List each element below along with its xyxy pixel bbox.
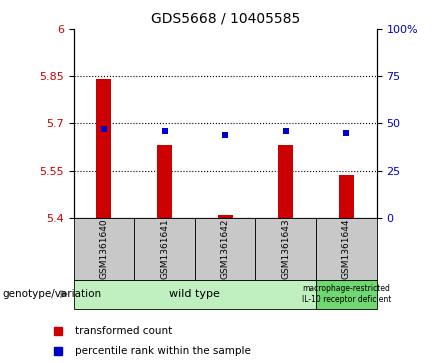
Text: GSM1361640: GSM1361640 [100, 218, 108, 279]
Bar [195, 218, 255, 280]
Text: GSM1361644: GSM1361644 [342, 219, 351, 279]
Text: wild type: wild type [169, 289, 220, 299]
Bar [316, 280, 377, 309]
Bar [316, 218, 377, 280]
Text: transformed count: transformed count [74, 326, 172, 336]
Text: GSM1361641: GSM1361641 [160, 218, 169, 279]
Text: GSM1361642: GSM1361642 [221, 219, 229, 279]
Bar [255, 218, 316, 280]
Bar [278, 146, 293, 218]
Bar [339, 175, 354, 218]
Bar [96, 79, 111, 218]
Bar [217, 215, 233, 218]
Bar [134, 218, 195, 280]
Text: genotype/variation: genotype/variation [2, 289, 101, 299]
Text: GSM1361643: GSM1361643 [281, 218, 290, 279]
Text: percentile rank within the sample: percentile rank within the sample [74, 346, 251, 356]
Bar [74, 218, 134, 280]
Bar [157, 146, 172, 218]
Bar [74, 280, 316, 309]
Title: GDS5668 / 10405585: GDS5668 / 10405585 [151, 11, 300, 25]
Text: macrophage-restricted
IL-10 receptor deficient: macrophage-restricted IL-10 receptor def… [302, 284, 391, 304]
